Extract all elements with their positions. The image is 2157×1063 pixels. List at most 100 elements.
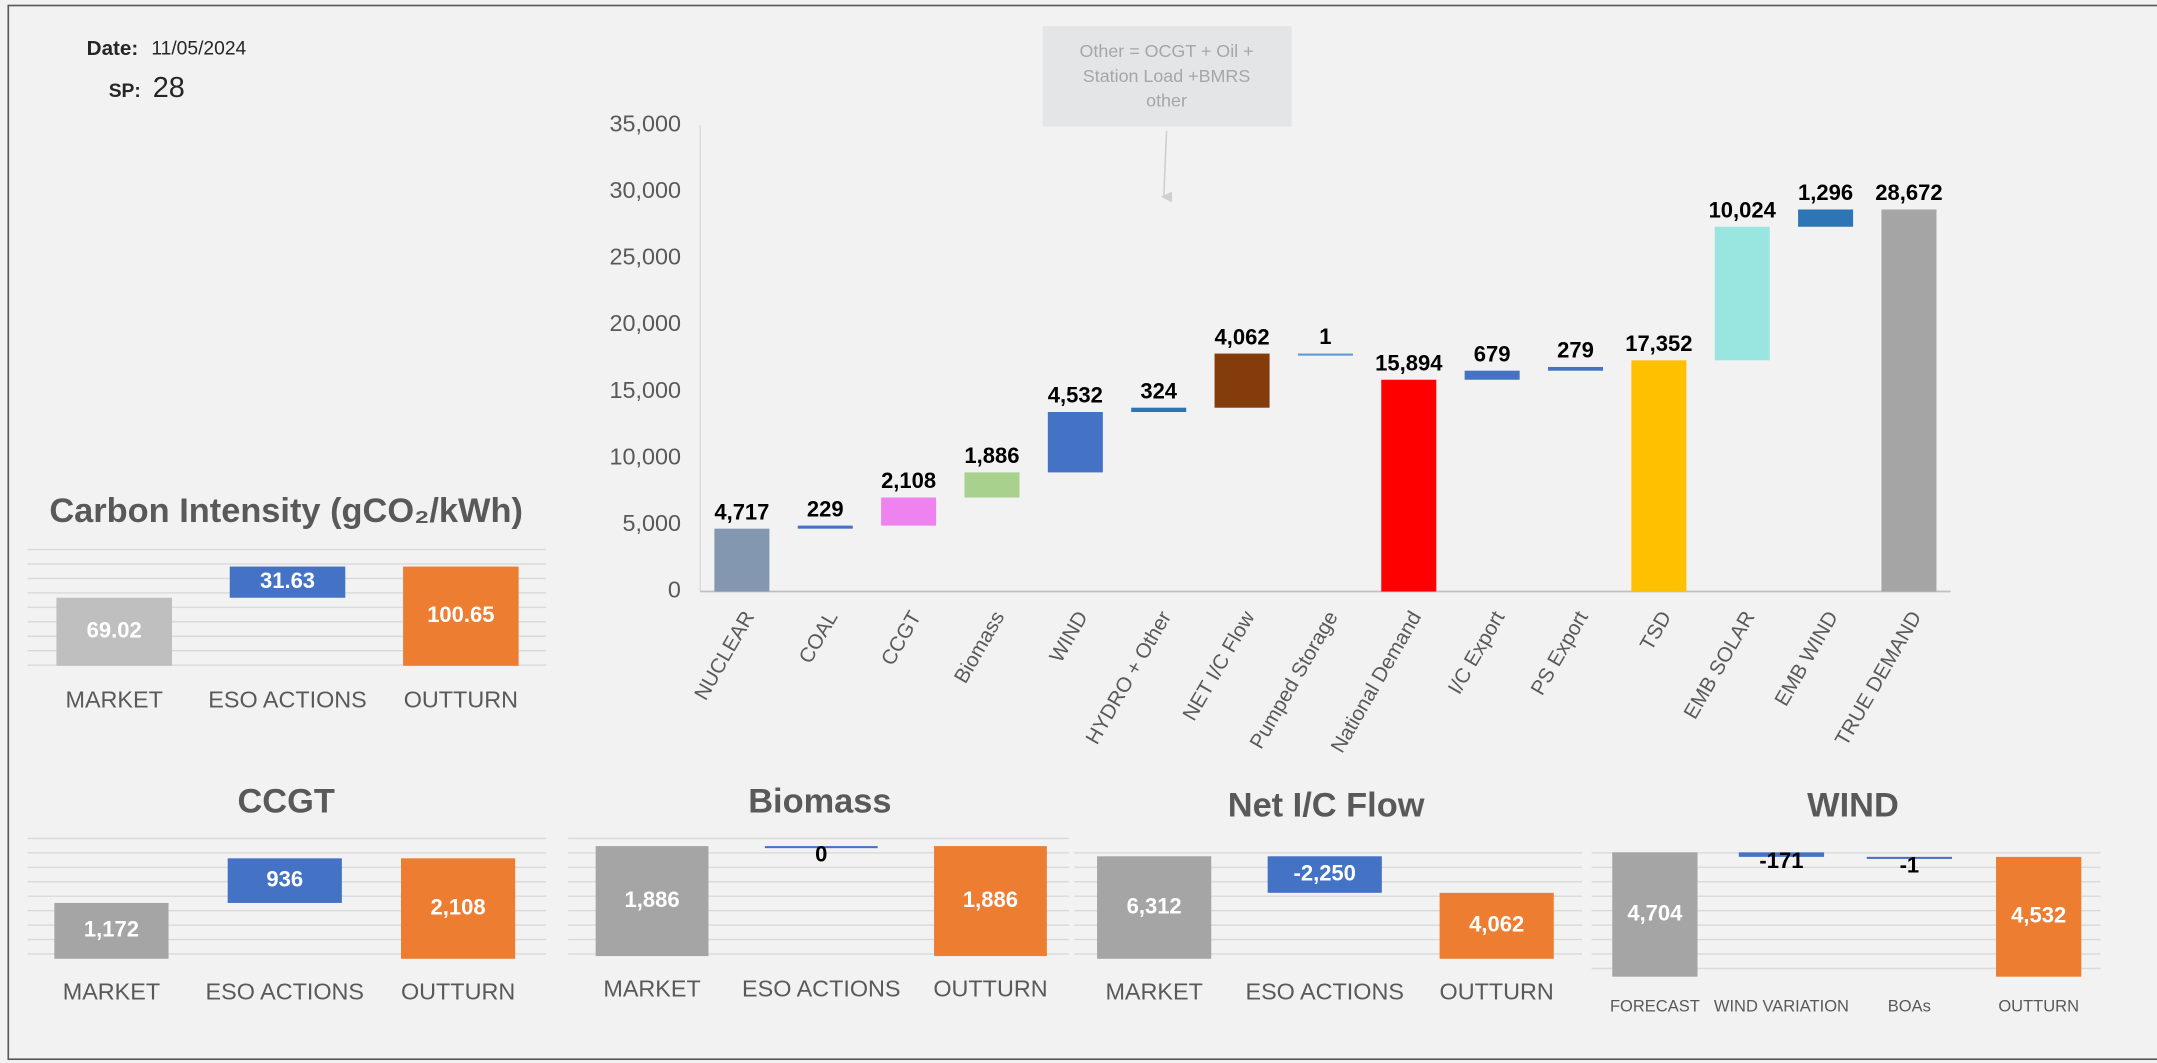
bar [1612,852,1698,977]
value-label: 2,108 [431,894,486,919]
x-tick-label: OUTTURN [933,976,1047,1002]
x-tick-label: FORECAST [1610,997,1700,1015]
value-label: -1 [1900,852,1920,877]
value-label: 4,532 [1048,383,1103,408]
value-label: 1 [1319,324,1331,349]
annotation-text: Other = OCGT + Oil + [1080,41,1254,61]
x-tick-label: BOAs [1888,997,1931,1015]
bar [1047,412,1103,473]
bar [229,566,346,598]
value-label: 229 [807,496,844,521]
panel-title: Net I/C Flow [1228,787,1425,825]
bar [1714,226,1770,361]
bar [227,858,342,903]
value-label: 2,108 [881,468,936,493]
bar [1131,407,1187,413]
bar [1866,856,1953,859]
y-tick-label: 10,000 [609,443,681,469]
value-label: 679 [1474,341,1511,366]
x-tick-label: MARKET [63,978,160,1004]
value-label: 69.02 [87,618,142,643]
bar [1996,856,2082,977]
bar [1297,353,1353,356]
value-label: 1,886 [964,443,1019,468]
value-label: 1,172 [84,917,139,942]
value-label: 279 [1557,338,1594,363]
bar [934,846,1047,957]
x-tick-label: OUTTURN [401,978,515,1004]
value-label: 4,717 [714,499,769,524]
x-tick-label: MARKET [1105,978,1202,1004]
value-label: 4,062 [1215,324,1270,349]
bar [1631,360,1687,592]
value-label: 28,672 [1875,180,1942,205]
value-label: -171 [1759,848,1803,873]
x-tick-label: OUTTURN [1440,978,1554,1004]
bar [1214,353,1270,408]
x-tick-label: ESO ACTIONS [742,976,900,1002]
value-label: -2,250 [1294,860,1356,885]
bar [881,497,937,526]
value-label: 1,296 [1798,180,1853,205]
bar [1267,856,1382,893]
annotation-arrow [1161,130,1173,203]
value-label: 6,312 [1127,893,1182,918]
value-label: 4,704 [1627,900,1683,925]
bar [54,902,169,959]
bar [1738,852,1825,857]
bar [964,472,1020,498]
bar [797,525,853,529]
panel-title: Carbon Intensity (gCO₂/kWh) [49,492,523,530]
value-label: 1,886 [625,887,680,912]
x-tick-label: WIND VARIATION [1714,997,1849,1015]
bar [1547,366,1604,371]
bar [1464,370,1520,380]
y-tick-label: 20,000 [609,310,681,336]
y-tick-label: 15,000 [609,377,681,403]
bar [401,858,516,959]
x-tick-label: ESO ACTIONS [206,978,364,1004]
x-tick-label: MARKET [65,687,162,713]
annotation-box [1042,26,1292,127]
panel-title: WIND [1807,787,1899,825]
panel-title: CCGT [237,782,334,820]
bar [1097,856,1212,959]
date-value: 11/05/2024 [151,39,246,60]
value-label: 4,062 [1469,912,1524,937]
x-tick-label: ESO ACTIONS [208,687,366,713]
y-tick-label: 25,000 [609,244,681,270]
sp-value: 28 [153,72,185,104]
value-label: 100.65 [427,602,494,627]
value-label: 324 [1140,378,1177,403]
value-label: 0 [815,842,827,867]
bar [1381,379,1437,592]
date-label: Date: [87,37,139,60]
annotation-text: Station Load +BMRS [1083,66,1251,86]
sp-label: SP: [109,81,141,102]
value-label: 17,352 [1625,331,1692,356]
y-tick-label: 30,000 [609,177,681,203]
value-label: 31.63 [260,568,315,593]
y-tick-label: 35,000 [609,110,681,136]
x-tick-label: MARKET [603,976,700,1002]
x-tick-label: OUTTURN [404,687,518,713]
x-tick-label: OUTTURN [1998,997,2079,1015]
y-tick-label: 0 [668,577,681,603]
bar [1439,892,1554,959]
bar [595,846,709,957]
value-label: 15,894 [1375,350,1443,375]
panel-title: Biomass [748,782,891,820]
bar [56,597,172,666]
y-tick-label: 5,000 [622,510,681,536]
value-label: 4,532 [2011,903,2066,928]
bar [714,528,770,592]
value-label: 936 [266,866,303,891]
bar [403,566,519,666]
value-label: 1,886 [963,887,1018,912]
annotation-text: other [1146,91,1187,111]
bar [1881,209,1937,592]
bar [764,846,878,849]
x-tick-label: ESO ACTIONS [1245,978,1403,1004]
bar [1798,209,1854,227]
